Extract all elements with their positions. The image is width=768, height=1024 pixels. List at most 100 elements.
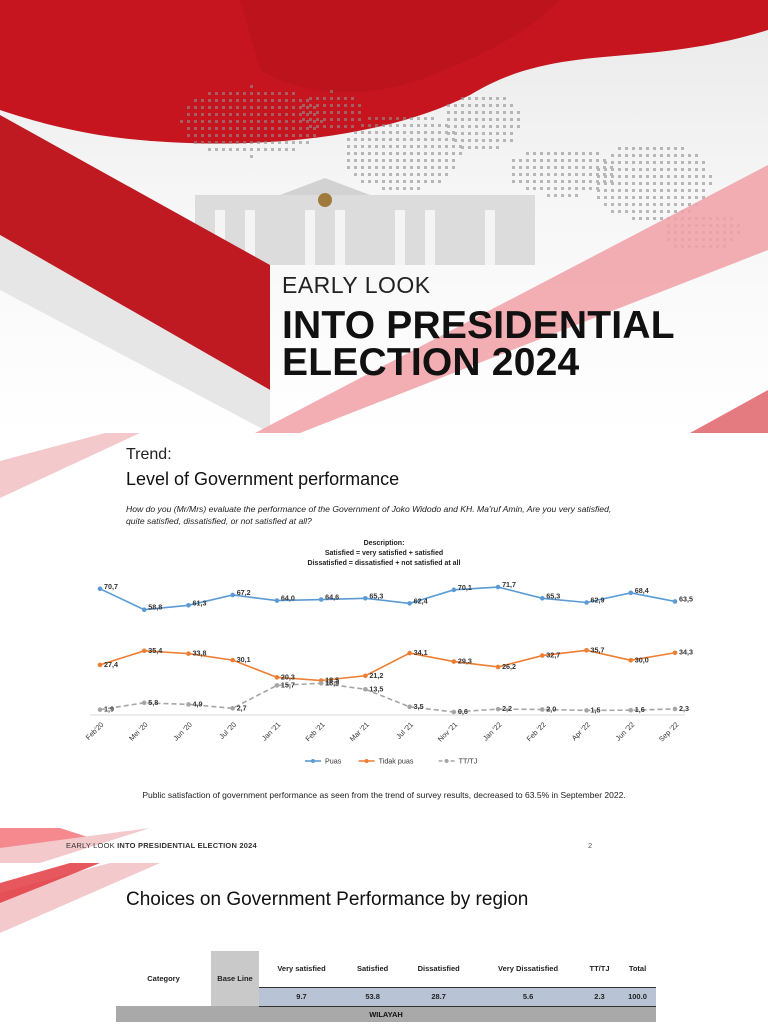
cover-title: INTO PRESIDENTIAL ELECTION 2024 [282,306,675,384]
value-very-dissatisfied: 5.6 [476,986,581,1007]
cover-subtitle: EARLY LOOK [282,272,431,298]
data-point [451,709,457,715]
legend-marker [444,759,449,763]
data-point [495,706,501,712]
data-label: 2,2 [502,704,512,713]
legend-marker [364,759,369,763]
data-label: 2,7 [237,703,247,712]
value-satisfied: 53.8 [344,986,402,1007]
data-point [451,659,457,664]
x-tick-label: Sep '22 [657,720,680,743]
footer-light: EARLY LOOK [66,841,118,850]
data-label: 65,3 [369,591,383,600]
header-very-satisfied: Very satisfied [277,964,326,974]
data-point [363,673,368,679]
header-dissatisfied: Dissatisfied [417,964,460,974]
data-label: 68,4 [635,586,649,595]
data-label: 1,5 [591,705,601,714]
data-point [672,650,678,656]
section-row: WILAYAH [116,1006,656,1022]
cover-title-block: EARLY LOOK INTO PRESIDENTIAL ELECTION 20… [282,272,675,384]
data-point [318,597,324,602]
page-number: 2 [588,841,593,850]
header-total: Total [628,964,647,974]
data-label: 61,3 [192,598,206,607]
data-point [540,595,545,601]
data-point [141,700,147,706]
region-page: Choices on Government Performance by reg… [0,863,768,1024]
legend-label: Tidak puas [379,757,414,766]
data-label: 2,3 [679,704,689,713]
section-wilayah: WILAYAH [116,1006,656,1022]
data-point [186,603,191,608]
page-title: Choices on Government Performance by reg… [126,889,529,910]
x-tick-label: Jun '22 [614,720,637,743]
data-label: 21,2 [369,671,383,680]
data-point [495,584,501,590]
data-label: 0,6 [458,707,468,716]
data-label: 26,2 [502,662,516,671]
x-tick-label: Jul '20 [217,720,238,741]
data-label: 1,9 [104,705,114,714]
data-label: 13,5 [369,684,383,693]
red-diagonal-left [0,115,270,390]
data-point [274,675,280,680]
data-point [672,706,678,712]
data-label: 64,6 [325,593,339,602]
data-point [141,607,147,613]
header-satisfied: Satisfied [356,964,389,974]
header-very-dissatisfied: Very Dissatisfied [498,964,559,974]
data-label: 34,1 [414,648,428,657]
trend-line-chart: 70,7 58,8 61,3 67,2 64,0 64,6 65,3 62,4 70,1 71,7… [84,580,693,766]
legend-label: Puas [325,757,342,766]
x-tick-label: Jul '21 [394,720,415,741]
data-label: 15,7 [281,680,295,689]
data-label: 4,9 [192,699,202,708]
table-row: 9.7 53.8 28.7 5.6 2.3 100.0 [116,986,656,1007]
data-label: 70,1 [458,583,472,592]
cover-background-art [0,0,768,433]
data-point [230,657,235,663]
header-tt-tj: TT/TJ [589,964,610,974]
data-label: 58,8 [148,603,162,612]
survey-question: How do you (Mr/Mrs) evaluate the perform… [126,504,612,526]
data-label: 35,4 [148,646,162,655]
x-tick-label: Feb '21 [303,720,326,743]
pink-diagonal-right [255,165,768,433]
x-tick-label: Feb '22 [525,720,548,743]
cover-title-line2: ELECTION 2024 [282,341,580,384]
data-point [363,686,368,692]
value-very-satisfied: 9.7 [259,986,344,1007]
chart-note: Public satisfaction of government perfor… [142,790,626,800]
data-point [540,707,545,712]
description-line1: Satisfied = very satisfied + satisfied [324,550,444,557]
data-label: 30,1 [237,655,251,664]
region-table: Category Base Line Very satisfied Satisf… [116,951,656,1022]
header-category: Category [147,974,180,983]
data-point [363,595,368,601]
data-point [274,598,280,603]
data-point [495,664,501,670]
description-heading: Description: [363,540,405,547]
value-tt-tj: 2.3 [580,986,619,1007]
chart-description: Description: Satisfied = very satisfied … [0,539,768,569]
cover-page: EARLY LOOK INTO PRESIDENTIAL ELECTION 20… [0,0,768,433]
x-tick-label: Feb'20 [84,720,106,742]
data-point [584,600,589,605]
x-tick-label: Jan '22 [481,720,504,743]
page-title: Level of Government performance [126,469,400,489]
data-point [628,590,634,596]
data-label: 34,3 [679,648,693,657]
pink-corner [690,390,768,433]
legend-label: TT/TJ [459,757,478,766]
x-tick-label: Jun '20 [171,720,194,743]
data-point [230,705,235,711]
data-point [407,704,412,710]
data-label: 62,4 [414,596,428,605]
data-label: 65,3 [546,591,560,600]
data-point [407,650,412,656]
data-point [672,599,678,604]
data-point [318,681,324,686]
data-label: 63,5 [679,594,693,603]
data-label: 71,7 [502,580,516,589]
